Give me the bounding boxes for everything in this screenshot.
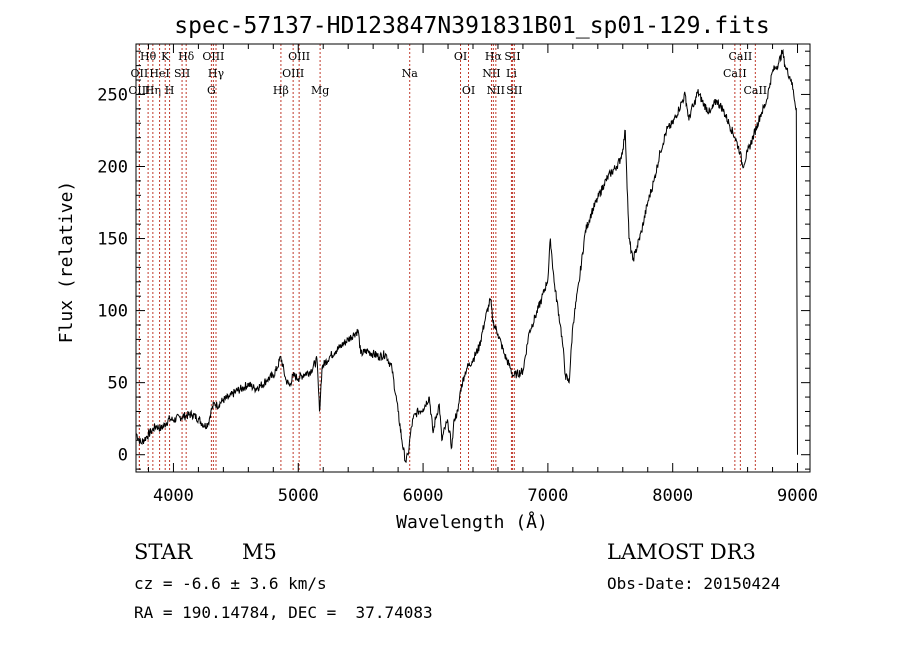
coordinates-text: RA = 190.14784, DEC = 37.74083 [134, 603, 433, 622]
x-tick-label: 6000 [403, 486, 444, 506]
line-marker-label: OI [462, 84, 475, 97]
x-tick-label: 7000 [527, 486, 568, 506]
line-marker-label: CaII [729, 50, 753, 63]
redshift-text: cz = -6.6 ± 3.6 km/s [134, 574, 327, 593]
line-marker-label: SII [506, 84, 522, 97]
y-axis-label: Flux (relative) [56, 181, 77, 344]
x-tick-label: 8000 [652, 486, 693, 506]
chart-title: spec-57137-HD123847N391831B01_sp01-129.f… [174, 13, 769, 39]
x-tick-label: 5000 [278, 486, 319, 506]
line-marker-label: NII [487, 84, 505, 97]
axis-ticks: 4000 5000 6000 7000 8000 9000 0 50 100 150 200 250 [97, 44, 818, 506]
line-marker-label: OI [454, 50, 467, 63]
line-marker-label: OIII [288, 50, 310, 63]
line-marker-label: SII [174, 67, 190, 80]
x-axis-label: Wavelength (Å) [396, 511, 548, 533]
line-marker-label: OIII [128, 84, 150, 97]
line-marker-label: Hδ [178, 50, 195, 63]
y-tick-label: 250 [97, 85, 128, 105]
line-marker-label: H [165, 84, 175, 97]
line-marker-label: CaII [723, 67, 747, 80]
line-marker-label: CaII [743, 84, 767, 97]
y-tick-label: 200 [97, 157, 128, 177]
series-layer [135, 48, 798, 463]
line-marker-label: SII [504, 50, 520, 63]
y-tick-label: 50 [108, 374, 128, 394]
y-tick-label: 100 [97, 302, 128, 322]
line-marker-label: G [207, 84, 216, 97]
line-marker-label: NII [482, 67, 500, 80]
line-marker-label: OIII [202, 50, 224, 63]
obs-date-text: Obs-Date: 20150424 [607, 574, 781, 593]
survey-label: LAMOST DR3 [607, 540, 756, 564]
class-label: STAR [134, 540, 193, 564]
x-tick-label: 4000 [153, 486, 194, 506]
y-tick-label: 0 [118, 446, 128, 466]
line-marker-label: Na [402, 67, 419, 80]
line-marker-label: Hβ [273, 84, 289, 97]
line-marker-label: HeI [149, 67, 169, 80]
x-tick-label: 9000 [777, 486, 818, 506]
line-marker-label: Hη [145, 84, 161, 97]
subclass-label: M5 [242, 540, 277, 564]
line-marker-label: Mg [311, 84, 329, 97]
spectrum-line [135, 48, 798, 463]
line-marker-label: Hα [485, 50, 503, 63]
line-marker-label: Hθ [140, 50, 157, 63]
y-tick-label: 150 [97, 230, 128, 250]
line-marker-label: OIII [282, 67, 304, 80]
line-marker-label: K [161, 50, 170, 63]
line-marker-label: Li [506, 67, 517, 80]
line-marker-label: Hγ [208, 67, 225, 80]
